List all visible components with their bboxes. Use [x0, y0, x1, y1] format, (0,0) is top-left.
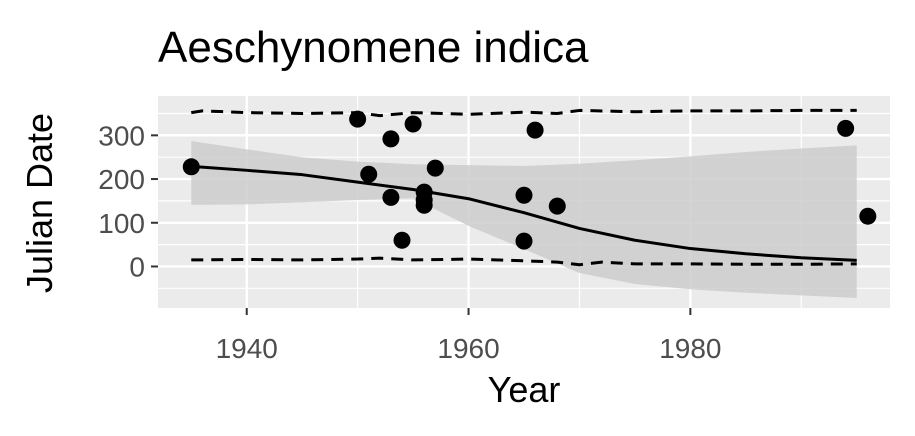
y-tick-label: 300 [98, 120, 145, 151]
data-point [415, 196, 433, 214]
data-point [382, 188, 400, 206]
line-layer [191, 108, 857, 267]
data-point [182, 158, 200, 176]
data-point [837, 119, 855, 137]
chart-title: Aeschynomene indica [158, 23, 589, 72]
data-point [382, 130, 400, 148]
data-point [426, 159, 444, 177]
axis-layer: 1940 1960 1980 0 100 200 300 [98, 120, 721, 364]
data-point [548, 197, 566, 215]
y-axis-title: Julian Date [19, 113, 60, 293]
data-point [404, 115, 422, 133]
confidence-band-layer [191, 141, 857, 298]
data-point [360, 165, 378, 183]
lower-quantile-line [191, 256, 857, 267]
point-layer [182, 110, 877, 250]
data-point [515, 186, 533, 204]
confidence-band [191, 141, 857, 298]
y-tick-label: 100 [98, 208, 145, 239]
data-point [393, 231, 411, 249]
data-point [526, 121, 544, 139]
y-tick-label: 0 [129, 251, 145, 282]
x-axis-title: Year [488, 369, 561, 410]
data-point [515, 232, 533, 250]
x-tick-label: 1940 [216, 333, 278, 364]
data-point [859, 207, 877, 225]
y-tick-label: 200 [98, 164, 145, 195]
data-point [349, 110, 367, 128]
trend-line [191, 164, 857, 262]
x-tick-label: 1960 [437, 333, 499, 364]
x-tick-label: 1980 [659, 333, 721, 364]
upper-quantile-line [191, 108, 857, 118]
